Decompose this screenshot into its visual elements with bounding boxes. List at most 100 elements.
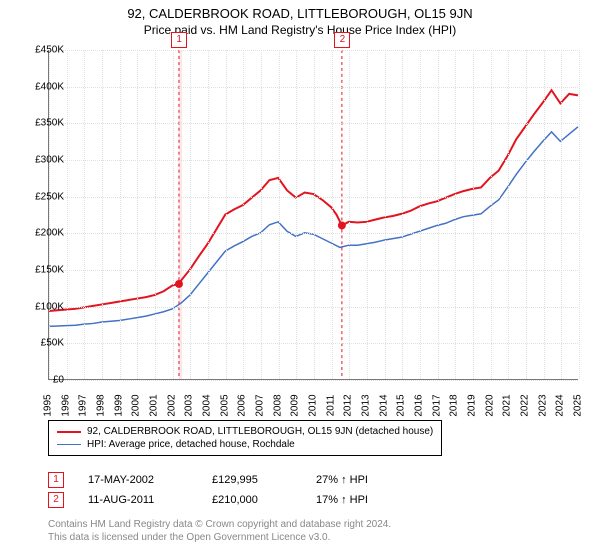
gridline-v: [102, 50, 103, 379]
footer-line-1: Contains HM Land Registry data © Crown c…: [48, 518, 391, 531]
sales-row: 2 11-AUG-2011 £210,000 17% ↑ HPI: [48, 490, 416, 510]
gridline-v: [190, 50, 191, 379]
footer-line-2: This data is licensed under the Open Gov…: [48, 531, 391, 544]
x-tick-label: 1995: [43, 394, 54, 416]
y-tick-label: £150K: [14, 265, 64, 276]
x-tick-label: 2012: [343, 394, 354, 416]
legend-label: 92, CALDERBROOK ROAD, LITTLEBOROUGH, OL1…: [87, 426, 433, 437]
gridline-v: [579, 50, 580, 379]
page-title: 92, CALDERBROOK ROAD, LITTLEBOROUGH, OL1…: [0, 0, 600, 21]
x-tick-label: 2023: [537, 394, 548, 416]
gridline-v: [67, 50, 68, 379]
sales-row-price: £129,995: [212, 474, 292, 486]
gridline-v: [226, 50, 227, 379]
legend-label: HPI: Average price, detached house, Roch…: [87, 439, 295, 450]
x-tick-label: 2003: [184, 394, 195, 416]
y-tick-label: £200K: [14, 228, 64, 239]
gridline-v: [279, 50, 280, 379]
sales-row-delta: 27% ↑ HPI: [316, 474, 416, 486]
gridline-v: [349, 50, 350, 379]
legend-row: 92, CALDERBROOK ROAD, LITTLEBOROUGH, OL1…: [57, 425, 433, 438]
legend-swatch: [57, 444, 81, 445]
y-tick-label: £450K: [14, 45, 64, 56]
legend-row: HPI: Average price, detached house, Roch…: [57, 438, 433, 451]
gridline-v: [208, 50, 209, 379]
sale-marker-point: [338, 221, 346, 229]
sale-marker-box: 1: [171, 32, 187, 48]
x-tick-label: 1996: [60, 394, 71, 416]
x-tick-label: 2014: [378, 394, 389, 416]
legend-swatch: [57, 431, 81, 433]
x-tick-label: 2020: [484, 394, 495, 416]
gridline-v: [155, 50, 156, 379]
y-tick-label: £0: [14, 375, 64, 386]
gridline-v: [49, 50, 50, 379]
gridline-v: [473, 50, 474, 379]
gridline-v: [314, 50, 315, 379]
sales-row: 1 17-MAY-2002 £129,995 27% ↑ HPI: [48, 470, 416, 490]
gridline-v: [402, 50, 403, 379]
x-tick-label: 2006: [237, 394, 248, 416]
gridline-v: [261, 50, 262, 379]
gridline-v: [385, 50, 386, 379]
gridline-v: [120, 50, 121, 379]
y-tick-label: £250K: [14, 191, 64, 202]
sale-marker-point: [175, 280, 183, 288]
x-tick-label: 2021: [502, 394, 513, 416]
gridline-v: [332, 50, 333, 379]
gridline-v: [243, 50, 244, 379]
x-tick-label: 2009: [290, 394, 301, 416]
gridline-v: [544, 50, 545, 379]
x-tick-label: 1999: [113, 394, 124, 416]
legend: 92, CALDERBROOK ROAD, LITTLEBOROUGH, OL1…: [48, 420, 442, 456]
sales-row-delta: 17% ↑ HPI: [316, 494, 416, 506]
sales-row-price: £210,000: [212, 494, 292, 506]
x-tick-label: 2007: [255, 394, 266, 416]
sales-row-date: 17-MAY-2002: [88, 474, 188, 486]
gridline-v: [296, 50, 297, 379]
sales-row-date: 11-AUG-2011: [88, 494, 188, 506]
x-tick-label: 2022: [520, 394, 531, 416]
y-tick-label: £400K: [14, 81, 64, 92]
x-tick-label: 2016: [414, 394, 425, 416]
sales-row-marker: 2: [48, 492, 64, 508]
x-tick-label: 1997: [78, 394, 89, 416]
sale-marker-box: 2: [334, 32, 350, 48]
gridline-v: [173, 50, 174, 379]
gridline-v: [420, 50, 421, 379]
x-tick-label: 2000: [131, 394, 142, 416]
gridline-v: [137, 50, 138, 379]
x-tick-label: 2011: [325, 395, 336, 417]
sales-row-marker: 1: [48, 472, 64, 488]
x-tick-label: 1998: [96, 394, 107, 416]
gridline-h: [49, 380, 578, 381]
gridline-v: [367, 50, 368, 379]
x-tick-label: 2025: [573, 394, 584, 416]
y-tick-label: £100K: [14, 301, 64, 312]
page-subtitle: Price paid vs. HM Land Registry's House …: [0, 21, 600, 37]
x-tick-label: 2002: [166, 394, 177, 416]
x-tick-label: 2013: [361, 394, 372, 416]
y-tick-label: £300K: [14, 155, 64, 166]
y-tick-label: £350K: [14, 118, 64, 129]
chart-plot-area: 12: [48, 50, 578, 380]
sales-table: 1 17-MAY-2002 £129,995 27% ↑ HPI 2 11-AUG-201…: [48, 470, 416, 510]
x-tick-label: 2005: [219, 394, 230, 416]
gridline-v: [526, 50, 527, 379]
x-tick-label: 2018: [449, 394, 460, 416]
x-tick-label: 2017: [431, 394, 442, 416]
x-tick-label: 2004: [202, 394, 213, 416]
x-tick-label: 2019: [467, 394, 478, 416]
gridline-v: [508, 50, 509, 379]
x-tick-label: 2015: [396, 394, 407, 416]
x-tick-label: 2001: [149, 394, 160, 416]
y-tick-label: £50K: [14, 338, 64, 349]
gridline-v: [561, 50, 562, 379]
footer-attribution: Contains HM Land Registry data © Crown c…: [48, 518, 391, 544]
x-tick-label: 2024: [555, 394, 566, 416]
gridline-v: [438, 50, 439, 379]
x-tick-label: 2010: [308, 394, 319, 416]
chart-container: 92, CALDERBROOK ROAD, LITTLEBOROUGH, OL1…: [0, 0, 600, 560]
gridline-v: [455, 50, 456, 379]
x-tick-label: 2008: [272, 394, 283, 416]
